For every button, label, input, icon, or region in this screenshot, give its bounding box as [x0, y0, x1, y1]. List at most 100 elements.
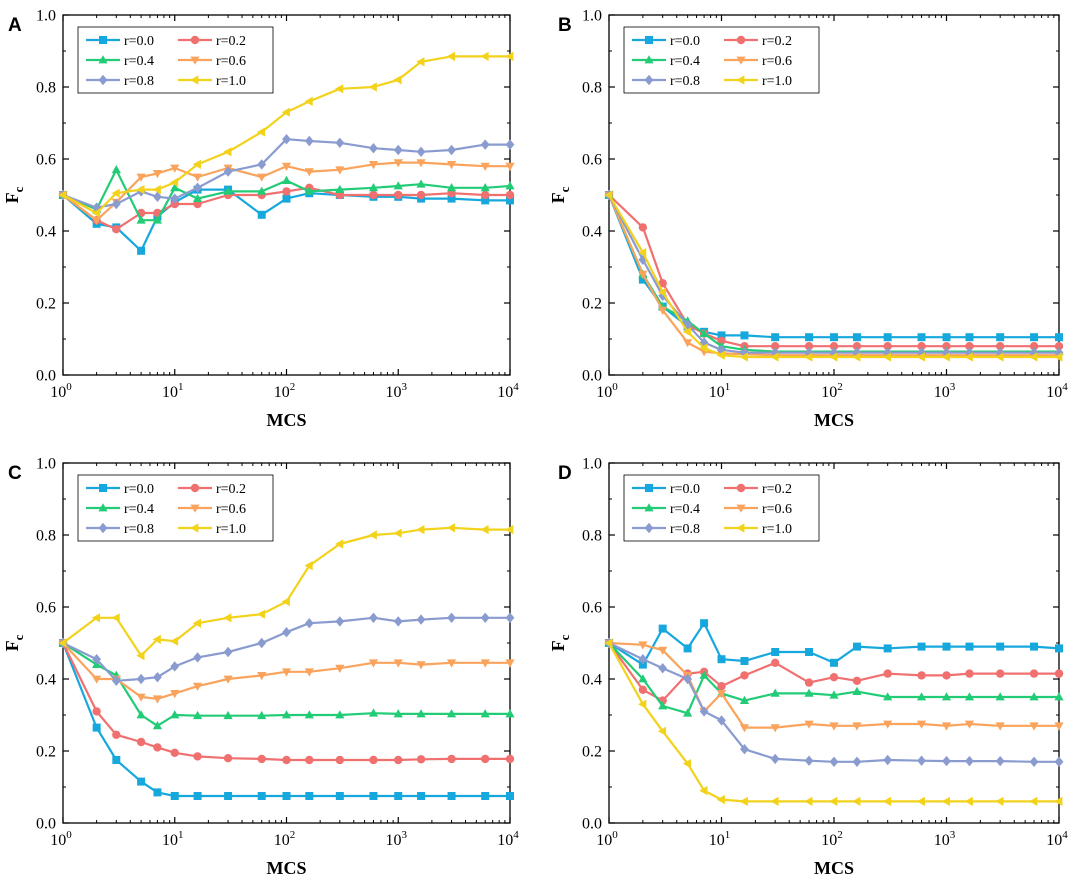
data-point: [916, 352, 925, 362]
data-point: [136, 173, 146, 182]
series-line: [62, 642, 510, 727]
legend-item: r=0.0: [632, 482, 700, 497]
data-point: [740, 671, 749, 680]
data-point: [505, 190, 515, 200]
data-point: [92, 707, 101, 716]
data-point: [58, 638, 67, 648]
y-axis-title-main: F: [548, 192, 568, 203]
data-point: [393, 75, 402, 85]
data-point: [941, 796, 950, 806]
data-point: [416, 57, 425, 67]
data-point: [257, 173, 267, 182]
y-axis-title-main: F: [548, 640, 568, 651]
y-tick-label: 0.6: [36, 152, 56, 169]
data-point: [446, 51, 455, 61]
series-r-0_0: [605, 191, 1063, 342]
x-tick-label: 100: [596, 381, 618, 401]
data-point: [304, 96, 313, 106]
data-point: [917, 755, 926, 766]
legend-marker: [645, 484, 653, 492]
data-point: [170, 710, 180, 719]
data-point: [152, 185, 161, 195]
data-point: [804, 342, 814, 351]
legend-item: r=0.8: [632, 522, 700, 537]
y-tick-label: 0.0: [36, 816, 56, 833]
data-point: [1054, 796, 1063, 806]
data-point: [996, 642, 1005, 651]
series-line: [62, 55, 510, 215]
data-point: [658, 279, 667, 288]
legend-label: r=1.0: [216, 522, 246, 537]
legend-label: r=0.2: [216, 34, 246, 49]
data-point: [658, 306, 668, 315]
data-point: [152, 721, 163, 730]
series-r-1_0: [604, 190, 1063, 362]
data-point: [170, 199, 179, 209]
x-tick-exponent: 4: [1062, 829, 1068, 841]
data-point: [480, 51, 489, 61]
legend-label: r=0.4: [670, 502, 700, 517]
x-tick-exponent: 1: [725, 381, 731, 393]
data-point: [394, 190, 403, 200]
data-point: [716, 795, 725, 805]
x-tick-label: 101: [709, 381, 731, 401]
data-point: [257, 792, 266, 800]
data-point: [304, 618, 314, 629]
data-point: [1054, 669, 1064, 678]
data-point: [1029, 796, 1038, 806]
series-line: [62, 168, 511, 222]
y-tick-label: 0.0: [582, 816, 602, 833]
legend-marker: [736, 75, 745, 85]
data-point: [192, 618, 201, 628]
data-point: [111, 188, 120, 198]
data-point: [964, 352, 973, 362]
data-point: [1054, 692, 1064, 701]
data-point: [481, 754, 490, 764]
y-axis-title-main: F: [2, 640, 22, 651]
data-point: [169, 177, 179, 187]
x-tick-base: 10: [709, 384, 725, 401]
data-point: [393, 144, 403, 156]
data-point: [740, 657, 749, 665]
data-point: [604, 190, 613, 200]
legend-item: r=0.2: [178, 34, 246, 49]
legend-marker: [190, 483, 200, 493]
x-tick-label: 102: [821, 381, 843, 401]
y-tick-label: 0.2: [36, 744, 56, 761]
y-tick-label: 0.8: [582, 528, 602, 545]
y-tick-label: 0.0: [36, 368, 56, 385]
series-line: [608, 194, 1059, 359]
series-line: [608, 641, 1059, 729]
y-tick-label: 0.8: [36, 528, 56, 545]
x-tick-label: 103: [386, 381, 408, 401]
data-point: [882, 796, 892, 806]
data-point: [770, 796, 779, 806]
data-point: [170, 748, 179, 757]
panel-label: A: [8, 15, 22, 36]
data-point: [91, 613, 101, 623]
data-point: [394, 792, 403, 800]
x-tick-label: 103: [934, 381, 956, 401]
data-point: [505, 525, 514, 535]
data-point: [193, 792, 202, 800]
data-point: [638, 660, 647, 669]
data-point: [136, 651, 145, 661]
x-tick-base: 10: [162, 384, 178, 401]
legend-item: r=1.0: [724, 74, 792, 89]
series-r-0_6: [604, 639, 1064, 733]
data-point: [830, 658, 838, 667]
data-point: [369, 143, 378, 154]
legend-label: r=0.0: [670, 482, 700, 497]
data-point: [368, 82, 377, 92]
data-point: [193, 652, 202, 663]
data-point: [505, 139, 515, 150]
data-point: [917, 342, 926, 351]
y-tick-label: 0.8: [36, 80, 56, 97]
y-tick-label: 0.6: [582, 600, 602, 617]
legend-label: r=1.0: [762, 74, 792, 89]
data-point: [717, 715, 726, 726]
data-point: [770, 342, 780, 351]
data-point: [804, 352, 813, 362]
data-point: [638, 654, 648, 665]
data-point: [480, 183, 490, 192]
